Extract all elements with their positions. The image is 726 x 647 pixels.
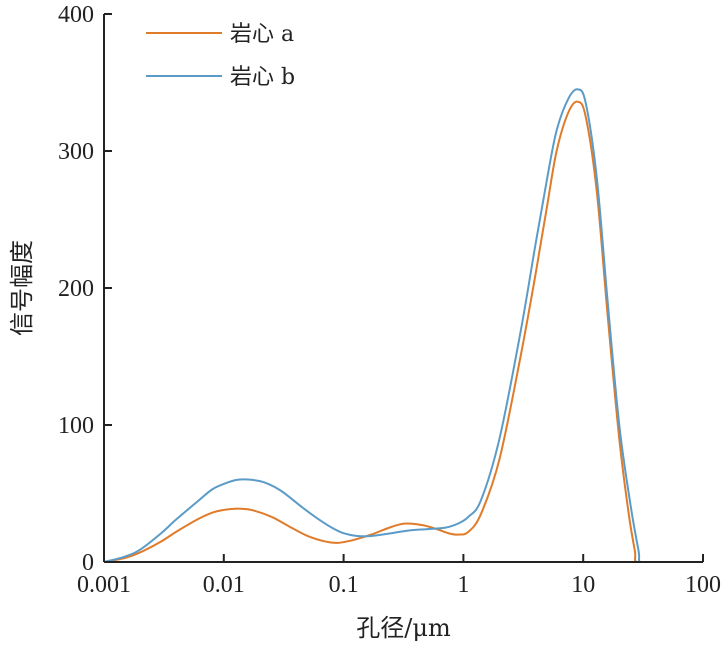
y-tick-label: 200 — [58, 276, 94, 302]
legend-label: 岩心 b — [230, 65, 295, 90]
x-tick-label: 10 — [571, 572, 595, 598]
axes-layer — [103, 14, 703, 563]
x-tick-label: 1 — [457, 572, 469, 598]
series-line-b — [103, 88, 703, 563]
x-axis-title: 孔径/μm — [356, 614, 451, 642]
series-line-a — [103, 100, 703, 563]
y-tick-label: 400 — [58, 2, 94, 28]
series-layer — [103, 88, 703, 563]
x-tick-label: 0.01 — [203, 572, 245, 598]
y-tick-label: 300 — [58, 139, 94, 165]
ticks-layer: 0 100 200 300 400 0.001 0.01 0.1 1 10 100 — [58, 2, 721, 598]
x-tick-label: 100 — [685, 572, 721, 598]
x-tick-label: 0.001 — [77, 572, 131, 598]
y-tick-label: 0 — [82, 550, 94, 576]
legend: 岩心 a 岩心 b — [146, 22, 295, 90]
y-tick-label: 100 — [58, 413, 94, 439]
y-axis-title: 信号幅度 — [8, 240, 36, 336]
x-tick-label: 0.1 — [329, 572, 359, 598]
legend-label: 岩心 a — [230, 22, 294, 47]
